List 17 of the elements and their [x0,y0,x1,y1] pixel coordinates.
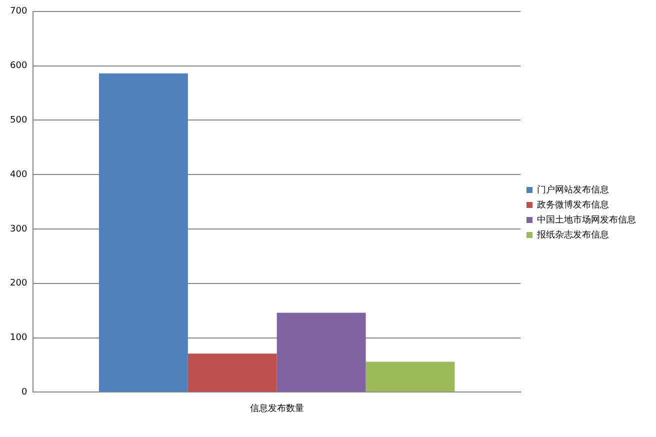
y-tick-label: 700 [10,6,28,17]
x-tick-label: 信息发布数量 [250,402,304,414]
bar [366,362,455,392]
legend-label: 政务微博发布信息 [537,199,609,210]
legend-label: 报纸杂志发布信息 [536,229,609,240]
y-tick-label: 100 [10,333,28,344]
y-tick-label: 500 [10,116,28,126]
legend-label: 中国土地市场网发布信息 [537,214,636,226]
bar [188,354,277,392]
y-tick-label: 600 [10,61,28,72]
bar [98,73,188,392]
legend-label: 门户网站发布信息 [537,184,609,196]
y-tick-label: 0 [21,388,28,398]
y-tick-label: 200 [10,278,28,289]
y-tick-label: 300 [10,224,28,234]
bar [276,312,366,392]
y-tick-label: 400 [10,170,28,180]
